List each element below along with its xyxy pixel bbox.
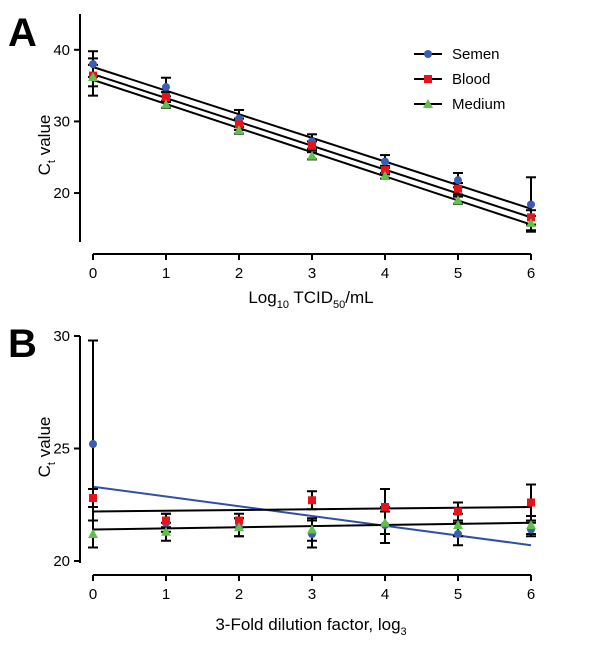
- legend-label-medium: Medium: [452, 96, 505, 113]
- panel-a-point-blood: [527, 213, 535, 222]
- panel-a-point-medium: [526, 218, 536, 228]
- panel-b-x-tick-label: 0: [89, 586, 97, 603]
- legend-marker-medium: [423, 99, 433, 108]
- panel-a-point-medium: [453, 195, 463, 205]
- panel-a-point-semen: [381, 157, 389, 166]
- panel-b-y-tick-label: 20: [53, 553, 70, 570]
- panel-a-point-blood: [308, 141, 316, 150]
- panel-a-x-tick-label: 5: [454, 265, 462, 282]
- panel-b-x-tick-label: 1: [162, 586, 170, 603]
- panel-b-point-semen: [454, 530, 462, 538]
- panel-b-x-tick-label: 2: [235, 586, 243, 603]
- panel-b-x-tick-label: 4: [381, 586, 389, 603]
- panel-a-x-tick-label: 0: [89, 265, 97, 282]
- panel-b-point-blood: [89, 494, 97, 502]
- panel-a-x-axis-title: Log10 TCID50/mL: [248, 288, 373, 311]
- panel-a-x-tick-label: 6: [527, 265, 535, 282]
- panel-a-point-medium: [380, 170, 390, 180]
- panel-a-plot: 20 30 40 0 1 2 3 4 5 6: [53, 14, 536, 282]
- panel-b-point-medium: [380, 517, 390, 527]
- panel-a-x-tick-label: 2: [235, 265, 243, 282]
- panel-b-x-tick-label: 3: [308, 586, 316, 603]
- panel-b-letter: B: [8, 322, 37, 366]
- panel-a-y-tick-label: 30: [53, 113, 70, 130]
- panel-b-point-medium: [234, 522, 244, 532]
- panel-b-point-medium: [526, 520, 536, 529]
- panel-b-x-tick-label: 5: [454, 586, 462, 603]
- panel-b-plot: 20 25 30 0 1 2 3 4 5 6: [53, 328, 536, 603]
- panel-b-y-tick-label: 25: [53, 441, 70, 458]
- panel-a-point-medium: [161, 99, 171, 109]
- panel-b-y-tick-label: 30: [53, 328, 70, 345]
- panel-a-y-axis-title: Ct value: [35, 115, 58, 176]
- panel-b-point-blood: [162, 516, 170, 525]
- panel-a-letter: A: [8, 11, 37, 55]
- panel-a-point-semen: [454, 176, 462, 185]
- panel-a-x-tick-label: 3: [308, 265, 316, 282]
- legend-label-blood: Blood: [452, 71, 490, 88]
- panel-a-point-medium: [88, 72, 98, 82]
- panel-b: B 20 25 30 0 1 2 3 4 5 6 Ct value 3-Fold dilution…: [8, 322, 536, 638]
- panel-a-y-tick-label: 40: [53, 42, 70, 59]
- panel-b-x-tick-label: 6: [527, 586, 535, 603]
- panel-a-x-tick-label: 4: [381, 265, 389, 282]
- panel-b-point-blood: [381, 503, 389, 511]
- panel-a-point-medium: [234, 125, 244, 135]
- panel-a-point-semen: [89, 60, 97, 69]
- panel-b-point-medium: [161, 526, 171, 536]
- panel-b-point-blood: [527, 498, 535, 507]
- panel-a-point-semen: [527, 200, 535, 209]
- panel-b-point-medium: [307, 524, 317, 534]
- panel-b-point-semen: [89, 440, 97, 448]
- panel-b-point-blood: [454, 507, 462, 516]
- panel-a-point-semen: [162, 83, 170, 92]
- panel-a-legend: Semen Blood Medium: [414, 46, 505, 113]
- panel-b-y-axis-title: Ct value: [35, 417, 58, 478]
- panel-a-point-blood: [454, 184, 462, 193]
- legend-marker-semen: [424, 50, 432, 58]
- legend-label-semen: Semen: [452, 46, 500, 63]
- panel-b-point-blood: [235, 516, 243, 525]
- panel-b-point-blood: [308, 496, 316, 505]
- panel-a-point-blood: [381, 166, 389, 175]
- panel-a-point-blood: [235, 120, 243, 129]
- panel-a-y-tick-label: 20: [53, 185, 70, 202]
- panel-a-x-tick-label: 1: [162, 265, 170, 282]
- panel-b-point-medium: [453, 520, 463, 529]
- panel-a-point-blood: [162, 93, 170, 102]
- legend-marker-blood: [424, 75, 432, 83]
- panel-a: A 20 30 40 0 1 2 3 4 5 6 Ct value Log10 TCID50/mL…: [8, 11, 536, 311]
- panel-b-x-axis-title: 3-Fold dilution factor, log3: [215, 615, 406, 638]
- panel-b-point-medium: [88, 529, 98, 538]
- panel-a-point-medium: [307, 150, 317, 160]
